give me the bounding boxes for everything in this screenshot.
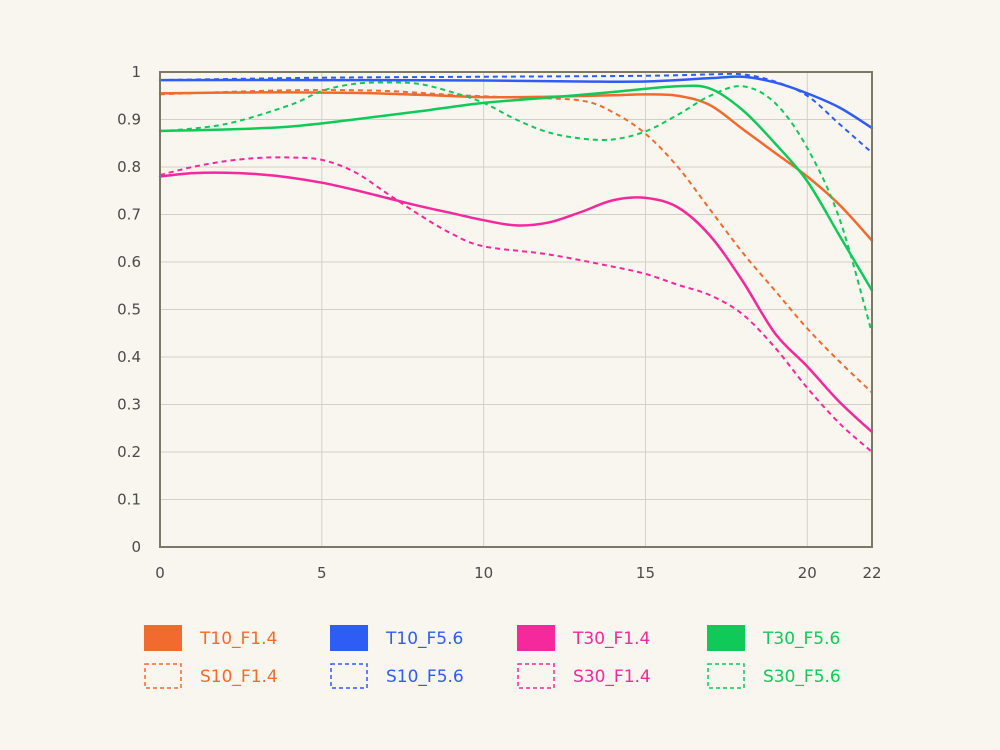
y-tick-label: 0.2 [117,443,141,461]
axis-tick-labels: 00.10.20.30.40.50.60.70.80.910 5 10 15 20 22 [117,63,881,582]
legend-item-s30-f5-6: S30_F5.6 [707,663,841,689]
series-line-s30-f1-4 [159,156,873,453]
legend-swatch [707,663,745,689]
y-tick-label: 0.5 [117,301,141,319]
series-line-s10-f5-6 [159,72,873,154]
series-line-t10-f5-6 [158,75,874,130]
series-line-t30-f5-6 [158,84,874,292]
x-tick-label: 10 [474,564,493,582]
legend-swatch [517,625,555,651]
y-tick-label: 0.9 [117,111,141,129]
legend-swatch [517,663,555,689]
x-tick-label: 22 [862,564,881,582]
y-tick-label: 0.3 [117,396,141,414]
legend-label: S30_F5.6 [763,667,841,687]
legend-item-s30-f1-4: S30_F1.4 [517,663,651,689]
legend-item-s10-f1-4: S10_F1.4 [144,663,278,689]
legend-label: T30_F5.6 [762,629,840,649]
grid [160,72,872,547]
x-tick-label: 5 [317,564,327,582]
series-lines [158,72,874,453]
legend-swatch [707,625,745,651]
y-tick-label: 0.4 [117,348,141,366]
x-tick-label: 0 [155,564,165,582]
legend-swatch [144,625,182,651]
y-tick-label: 0.7 [117,206,141,224]
legend-label: S10_F1.4 [200,667,278,687]
legend-swatch [330,663,368,689]
y-tick-label: 0 [131,538,141,556]
y-tick-label: 1 [131,63,141,81]
legend-label: S10_F5.6 [386,667,464,687]
y-tick-label: 0.8 [117,158,141,176]
legend-item-s10-f5-6: S10_F5.6 [330,663,464,689]
legend-label: S30_F1.4 [573,667,651,687]
y-tick-label: 0.1 [117,491,141,509]
legend-item-t10-f5-6: T10_F5.6 [330,625,463,651]
legend-swatch [330,625,368,651]
y-tick-label: 0.6 [117,253,141,271]
legend-swatch [144,663,182,689]
legend-label: T10_F1.4 [199,629,277,649]
x-tick-label: 15 [636,564,655,582]
legend-label: T10_F5.6 [385,629,463,649]
legend-item-t30-f5-6: T30_F5.6 [707,625,840,651]
legend-item-t30-f1-4: T30_F1.4 [517,625,650,651]
series-line-t10-f1-4 [158,91,874,242]
legend-item-t10-f1-4: T10_F1.4 [144,625,277,651]
legend-label: T30_F1.4 [572,629,650,649]
x-tick-label: 20 [798,564,817,582]
plot-frame [159,71,873,548]
series-line-t30-f1-4 [158,171,874,434]
legend: T10_F1.4 S10_F1.4 T10_F5.6 S10_F5.6 T30_F1.4… [144,625,841,689]
series-line-s30-f5-6 [159,81,873,334]
